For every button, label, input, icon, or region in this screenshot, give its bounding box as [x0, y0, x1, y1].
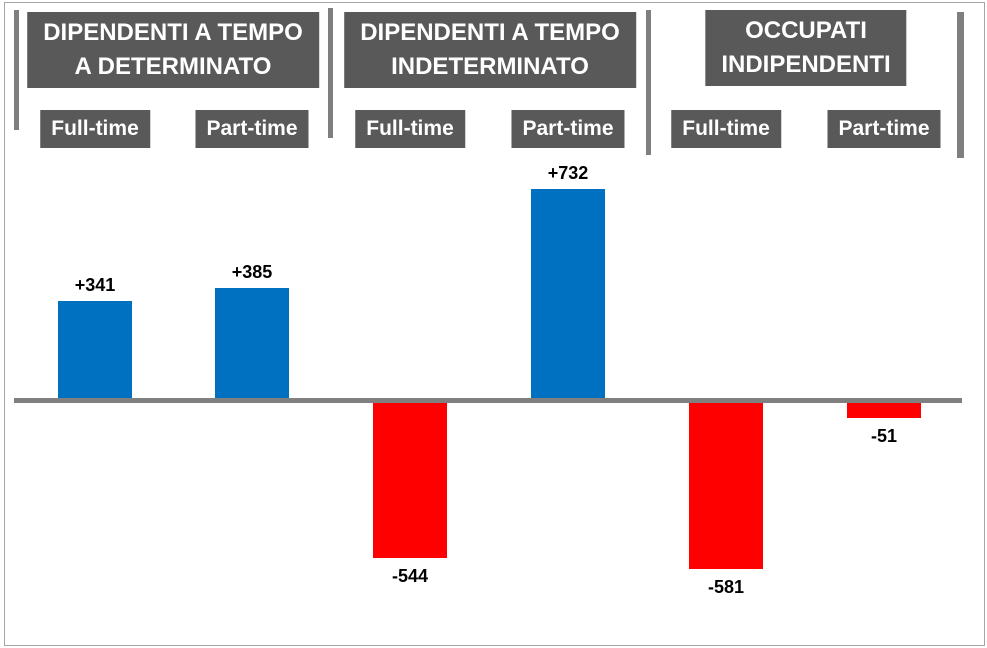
value-label-group2-part-time: +732 — [547, 163, 589, 183]
divider-right — [957, 12, 964, 158]
group-header-line2: A DETERMINATO — [74, 53, 272, 80]
group-header-line2: INDETERMINATO — [391, 53, 589, 80]
group-header-tempo-determinato: DIPENDENTI A TEMPO A DETERMINATO — [27, 12, 319, 88]
bar-group1-full-time — [58, 301, 132, 398]
zero-axis-line — [14, 398, 962, 403]
category-label-full-time: Full-time — [40, 110, 150, 148]
group-header-line2: INDIPENDENTI — [721, 51, 891, 78]
bar-group3-full-time — [689, 403, 763, 569]
bar-group1-part-time — [215, 288, 289, 398]
group-header-line1: DIPENDENTI A TEMPO — [43, 19, 303, 46]
bar-group3-part-time — [847, 403, 921, 418]
value-label-group2-full-time: -544 — [391, 566, 429, 586]
group-header-tempo-indeterminato: DIPENDENTI A TEMPO INDETERMINATO — [344, 12, 636, 88]
chart-frame-border — [4, 2, 985, 646]
bar-group2-part-time — [531, 189, 605, 398]
group-header-line1: OCCUPATI — [745, 17, 867, 44]
divider-left — [14, 10, 19, 130]
divider-group2-group3 — [646, 10, 651, 155]
group-header-occupati-indipendenti: OCCUPATI INDIPENDENTI — [705, 10, 907, 86]
divider-group1-group2 — [328, 8, 333, 138]
value-label-group1-part-time: +385 — [231, 262, 273, 282]
category-label-part-time: Part-time — [195, 110, 309, 148]
category-label-part-time: Part-time — [511, 110, 625, 148]
group-header-line1: DIPENDENTI A TEMPO — [360, 19, 620, 46]
category-label-part-time: Part-time — [827, 110, 941, 148]
bar-group2-full-time — [373, 403, 447, 558]
value-label-group3-full-time: -581 — [707, 577, 745, 597]
category-label-full-time: Full-time — [671, 110, 781, 148]
value-label-group3-part-time: -51 — [870, 426, 898, 446]
value-label-group1-full-time: +341 — [74, 275, 116, 295]
category-label-full-time: Full-time — [355, 110, 465, 148]
